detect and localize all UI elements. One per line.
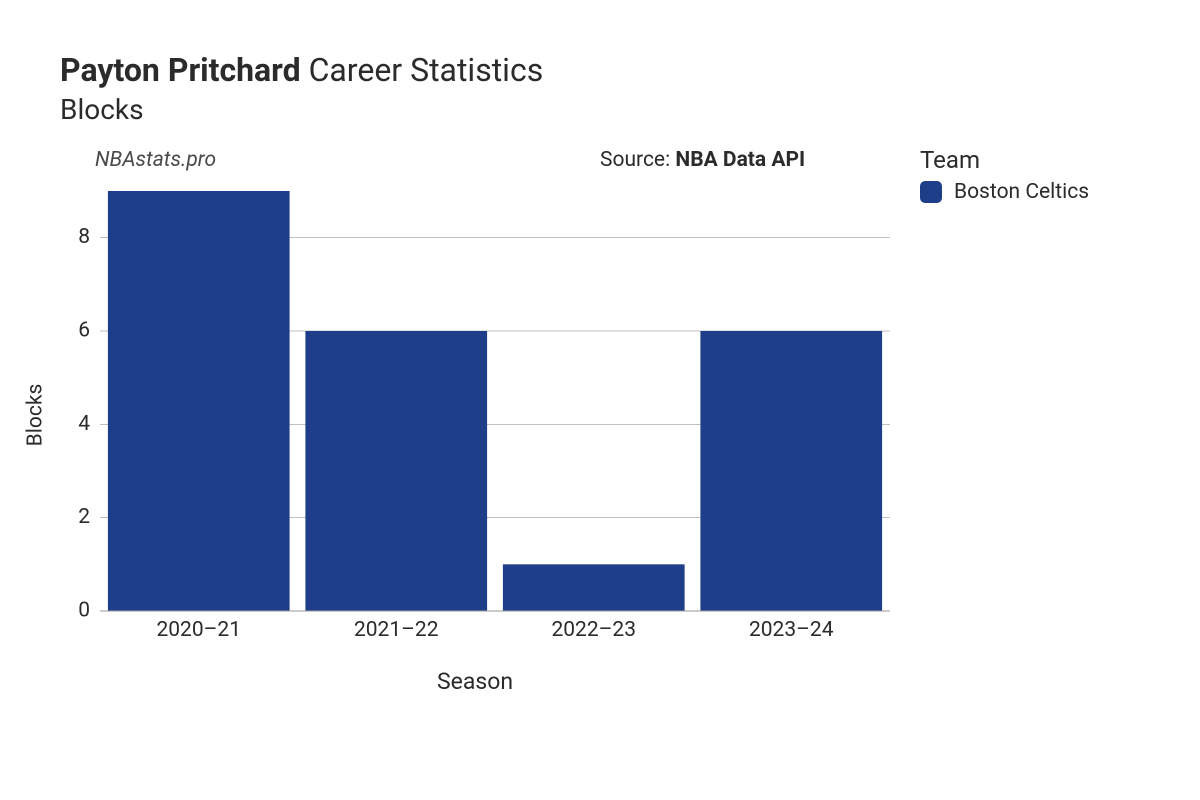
bar: [305, 331, 487, 611]
y-tick-label: 8: [78, 225, 90, 249]
x-tick-label: 2023–24: [749, 618, 834, 642]
bar: [503, 564, 685, 611]
x-tick-label: 2020–21: [156, 618, 241, 642]
y-tick-label: 0: [78, 599, 90, 623]
x-tick-label: 2021–22: [354, 618, 439, 642]
title-player: Payton Pritchard: [60, 51, 301, 89]
title-block: Payton Pritchard Career Statistics Block…: [60, 50, 1170, 128]
bar-chart-svg: 0 2 4 6 8 2020–21 2021–22 2022–23 2023–24: [60, 186, 890, 646]
bar: [108, 191, 290, 611]
chart-row: Blocks 024682020–212021–222022–232023–24…: [60, 186, 1170, 695]
annotation-row: NBAstats.pro Source: NBA Data API: [60, 148, 1170, 178]
x-tick-label: 2022–23: [551, 618, 636, 642]
plot-area: Blocks 024682020–212021–222022–232023–24…: [60, 186, 890, 695]
title-rest: Career Statistics: [309, 51, 544, 89]
chart-container: Payton Pritchard Career Statistics Block…: [0, 0, 1200, 800]
y-tick-label: 4: [78, 412, 90, 436]
y-tick-label: 6: [78, 319, 90, 343]
legend-item: Boston Celtics: [920, 180, 1089, 204]
y-axis-title: Blocks: [23, 384, 47, 447]
legend-label: Boston Celtics: [954, 180, 1089, 204]
chart-subtitle: Blocks: [60, 92, 1170, 128]
watermark-text: NBAstats.pro: [95, 148, 216, 172]
source-text: Source: NBA Data API: [600, 148, 805, 172]
x-axis-title: Season: [60, 668, 890, 695]
source-prefix: Source:: [600, 148, 675, 172]
source-name: NBA Data API: [675, 148, 805, 172]
y-tick-label: 2: [78, 505, 90, 529]
bar: [700, 331, 882, 611]
legend-swatch: [920, 181, 942, 203]
chart-title: Payton Pritchard Career Statistics: [60, 50, 1170, 92]
